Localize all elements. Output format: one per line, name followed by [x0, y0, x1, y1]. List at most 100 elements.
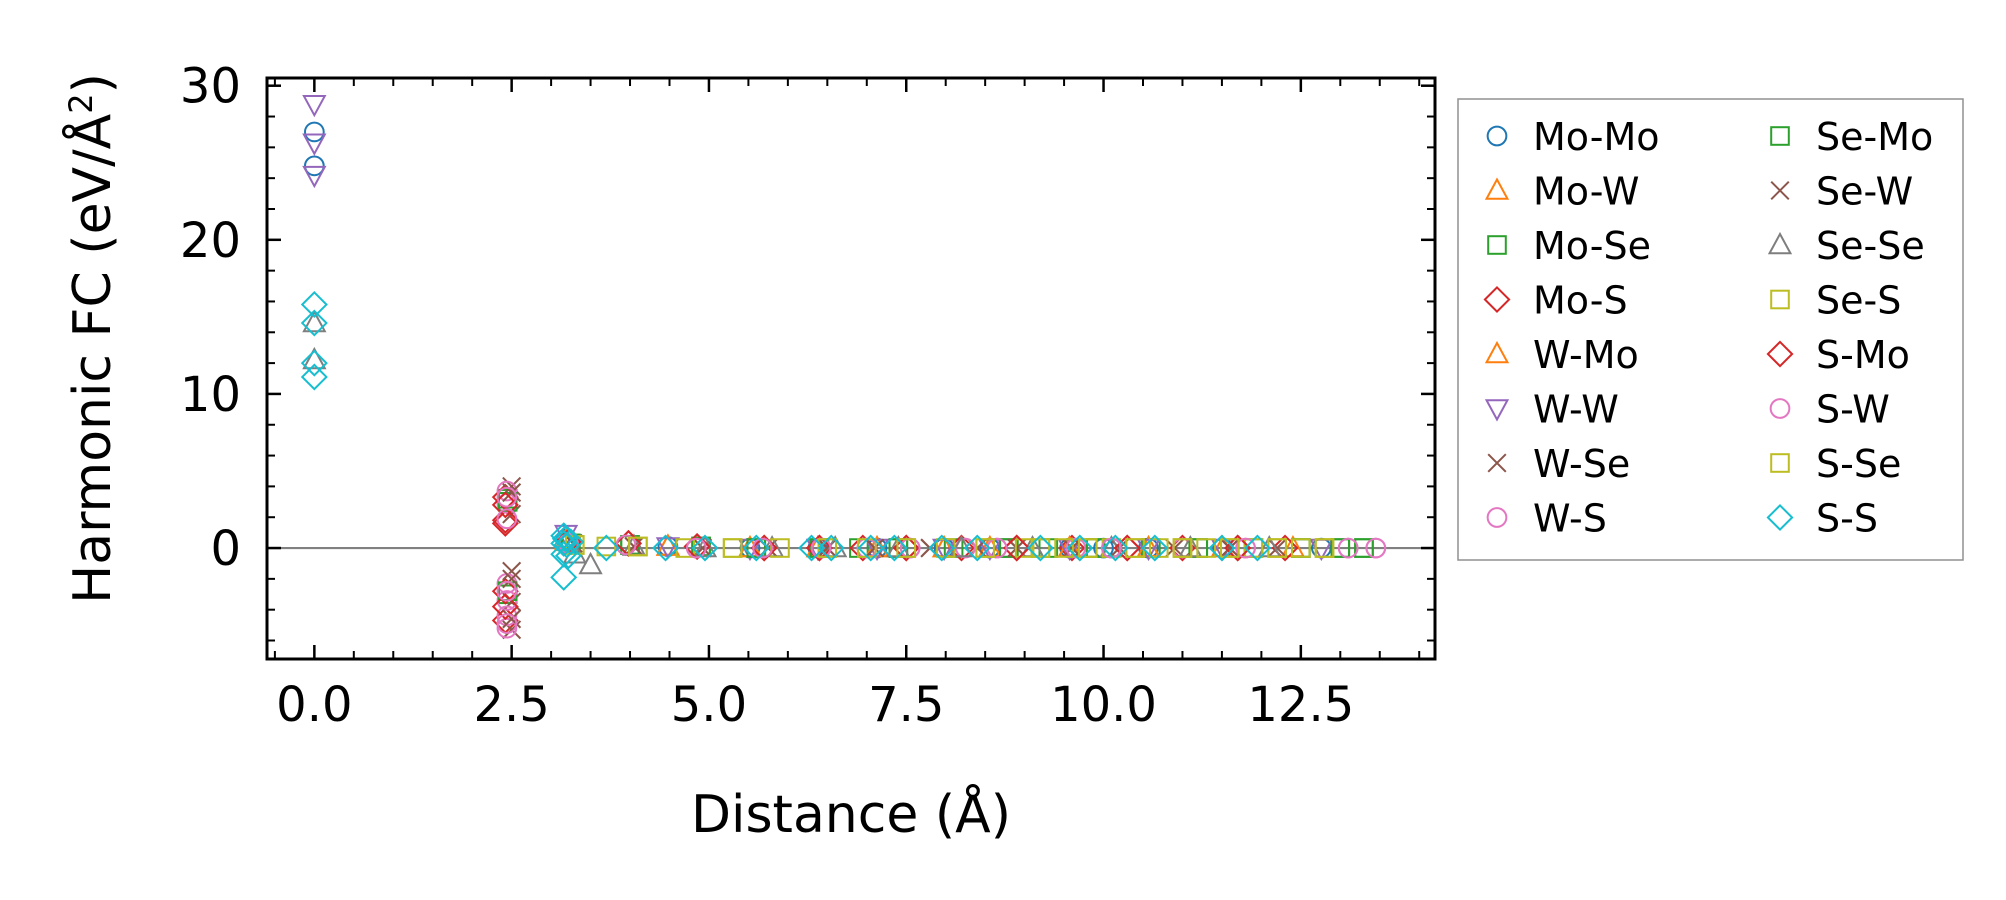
data-point	[963, 534, 991, 562]
x-tick-label: 12.5	[1247, 677, 1354, 733]
legend-item: W-S	[1486, 497, 1607, 541]
legend-label: Mo-S	[1533, 279, 1628, 323]
data-point	[1196, 538, 1216, 558]
data-point	[491, 593, 519, 621]
legend-marker	[1769, 398, 1791, 419]
x-axis: 0.0 2.5 5.0 7.5 10.0 12.5	[273, 78, 1421, 733]
legend-label: Mo-W	[1533, 170, 1640, 214]
legend-item: Se-S	[1770, 279, 1901, 323]
legend-item: Se-W	[1770, 170, 1913, 214]
legend-item: Se-Mo	[1770, 115, 1933, 159]
legend-label: S-W	[1816, 388, 1890, 432]
data-point	[805, 534, 833, 562]
data-point	[496, 580, 518, 602]
data-point	[1330, 538, 1351, 558]
data-point	[1014, 538, 1035, 558]
data-point	[722, 538, 743, 558]
legend-item: Se-Se	[1767, 224, 1925, 268]
data-point	[1208, 534, 1236, 562]
legend-marker	[1484, 177, 1510, 200]
legend-label: S-Mo	[1816, 333, 1910, 377]
legend-item: Mo-W	[1484, 170, 1640, 214]
data-point	[302, 94, 327, 118]
data-point	[302, 346, 327, 370]
data-point	[752, 537, 773, 559]
x-tick-label: 10.0	[1050, 677, 1157, 733]
legend-marker	[1770, 289, 1790, 310]
data-point	[1291, 538, 1311, 558]
legend-item: Mo-Mo	[1486, 115, 1660, 159]
data-point	[1220, 538, 1240, 558]
legend: Mo-Mo Mo-W Mo-Se Mo-S W-Mo W-W W-Se W-S Se-Mo Se-…	[1457, 98, 1964, 561]
data-point	[502, 561, 522, 581]
legend-item: Mo-Se	[1487, 224, 1651, 268]
legend-label: Se-S	[1816, 279, 1901, 323]
data-point	[302, 133, 327, 156]
legend-marker	[1484, 340, 1510, 364]
legend-marker	[1484, 399, 1510, 422]
legend-label: Mo-Mo	[1533, 115, 1660, 159]
x-tick-label: 0.0	[276, 677, 352, 733]
legend-marker	[1487, 235, 1507, 255]
series-se-se	[302, 309, 1282, 575]
legend-item: W-Mo	[1484, 333, 1639, 377]
data-point	[798, 534, 826, 562]
y-axis-title-close: )	[63, 73, 123, 93]
legend-marker	[1766, 503, 1794, 532]
data-point	[1066, 534, 1094, 562]
data-point	[550, 563, 578, 591]
data-point	[652, 534, 680, 562]
data-point	[557, 528, 585, 556]
data-point	[496, 480, 518, 502]
legend-marker	[1487, 453, 1507, 473]
legend-label: Se-Mo	[1816, 115, 1933, 159]
legend-marker	[1770, 180, 1790, 201]
x-axis-title: Distance (Å)	[691, 783, 1011, 845]
y-tick-label: 20	[180, 213, 241, 269]
legend-label: Se-Se	[1816, 224, 1925, 268]
series-w-se	[502, 476, 1287, 640]
data-point	[1054, 538, 1074, 558]
data-point	[1026, 534, 1054, 562]
data-point	[550, 529, 578, 557]
data-point	[300, 363, 328, 391]
y-axis-title: Harmonic FC (eV/Å2)	[61, 73, 123, 604]
data-point	[592, 534, 620, 562]
series-w-w	[302, 94, 1334, 562]
data-point	[1220, 538, 1240, 558]
data-point	[624, 536, 644, 557]
series-s-s	[300, 291, 1271, 591]
legend-marker	[1766, 340, 1794, 368]
legend-item: Mo-S	[1483, 279, 1628, 323]
data-point	[554, 542, 582, 570]
data-point	[1172, 538, 1193, 558]
legend-item: W-W	[1484, 388, 1619, 432]
legend-box	[1457, 98, 1964, 561]
legend-item: S-S	[1766, 497, 1878, 541]
data-point	[1243, 534, 1271, 562]
legend-label: Mo-Se	[1533, 224, 1651, 268]
data-point	[986, 537, 1008, 559]
data-point	[896, 538, 917, 558]
legend-marker	[1767, 231, 1793, 255]
data-point	[578, 551, 603, 575]
y-tick-label: 10	[180, 367, 241, 423]
plot-area	[265, 76, 1437, 661]
legend-marker	[1486, 125, 1508, 147]
data-point	[1003, 534, 1031, 562]
legend-marker	[1486, 507, 1508, 528]
data-point	[1354, 538, 1374, 558]
data-point	[742, 534, 770, 562]
legend-label: W-S	[1533, 497, 1607, 541]
data-point	[1030, 538, 1051, 558]
y-axis-title-main: Harmonic FC (eV/Å	[61, 113, 123, 604]
y-axis: 0 10 20 30	[180, 59, 1435, 642]
data-point	[1101, 534, 1129, 562]
data-point	[857, 534, 885, 562]
data-point	[975, 538, 995, 558]
data-point	[928, 534, 956, 562]
legend-label: Se-W	[1816, 170, 1913, 214]
data-point	[496, 486, 518, 508]
legend-item: S-Mo	[1766, 333, 1910, 377]
data-point	[502, 483, 522, 503]
